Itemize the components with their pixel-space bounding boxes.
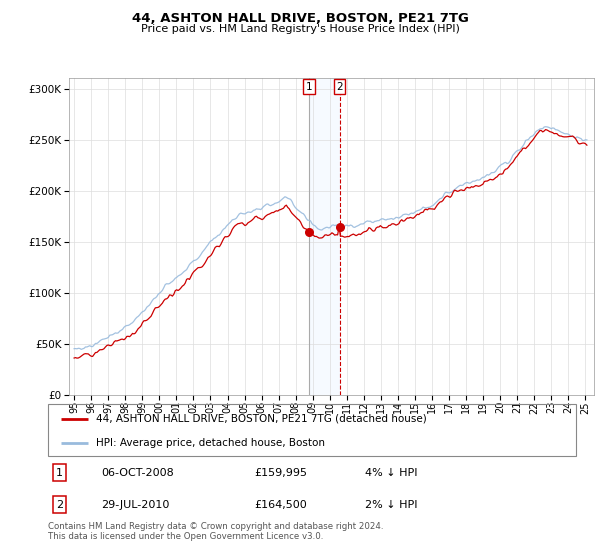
Text: 1: 1 (305, 82, 312, 92)
Text: 2: 2 (336, 82, 343, 92)
Text: 44, ASHTON HALL DRIVE, BOSTON, PE21 7TG: 44, ASHTON HALL DRIVE, BOSTON, PE21 7TG (131, 12, 469, 25)
Text: 2% ↓ HPI: 2% ↓ HPI (365, 500, 418, 510)
Text: 06-OCT-2008: 06-OCT-2008 (101, 468, 173, 478)
Text: £164,500: £164,500 (254, 500, 307, 510)
Text: Contains HM Land Registry data © Crown copyright and database right 2024.
This d: Contains HM Land Registry data © Crown c… (48, 522, 383, 542)
Text: 2: 2 (56, 500, 63, 510)
Text: 4% ↓ HPI: 4% ↓ HPI (365, 468, 418, 478)
Text: 29-JUL-2010: 29-JUL-2010 (101, 500, 169, 510)
Text: HPI: Average price, detached house, Boston: HPI: Average price, detached house, Bost… (95, 438, 325, 448)
Text: Price paid vs. HM Land Registry's House Price Index (HPI): Price paid vs. HM Land Registry's House … (140, 24, 460, 34)
Bar (309, 78, 340, 395)
Text: 44, ASHTON HALL DRIVE, BOSTON, PE21 7TG (detached house): 44, ASHTON HALL DRIVE, BOSTON, PE21 7TG … (95, 414, 426, 424)
Text: 1: 1 (56, 468, 63, 478)
Text: £159,995: £159,995 (254, 468, 307, 478)
